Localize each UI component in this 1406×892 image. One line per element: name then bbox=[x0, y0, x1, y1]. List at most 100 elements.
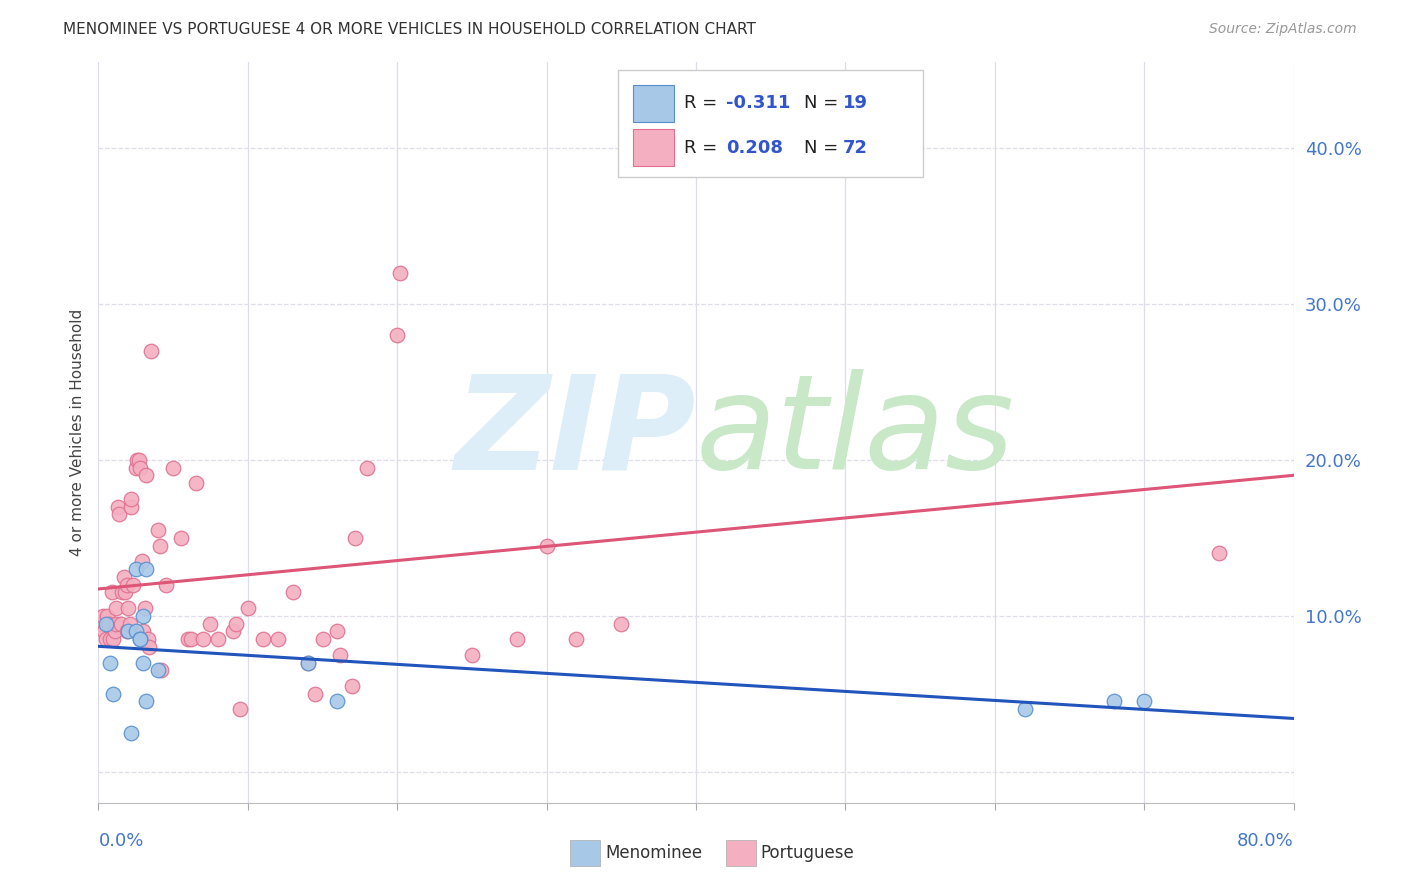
Text: 0.0%: 0.0% bbox=[98, 832, 143, 850]
Point bbox=[132, 624, 155, 639]
Point bbox=[115, 577, 138, 591]
Point bbox=[104, 624, 127, 639]
Point bbox=[148, 663, 170, 677]
Point bbox=[93, 624, 115, 639]
FancyBboxPatch shape bbox=[619, 70, 922, 178]
Point bbox=[177, 632, 200, 647]
Point bbox=[101, 585, 124, 599]
Text: 19: 19 bbox=[844, 95, 868, 112]
Text: 0.208: 0.208 bbox=[725, 138, 783, 157]
Text: -0.311: -0.311 bbox=[725, 95, 790, 112]
Point bbox=[132, 608, 155, 623]
Point bbox=[129, 632, 152, 647]
Point bbox=[148, 523, 170, 537]
Point bbox=[162, 460, 184, 475]
Point bbox=[389, 266, 412, 280]
Point bbox=[134, 601, 156, 615]
Point bbox=[191, 632, 214, 647]
Text: N =: N = bbox=[804, 95, 844, 112]
Point bbox=[120, 725, 142, 739]
Point bbox=[222, 624, 245, 639]
Point bbox=[110, 616, 132, 631]
Point bbox=[128, 453, 150, 467]
Point bbox=[105, 601, 128, 615]
Point bbox=[115, 624, 138, 639]
Text: 72: 72 bbox=[844, 138, 868, 157]
Point bbox=[108, 508, 131, 522]
Text: ZIP: ZIP bbox=[454, 369, 696, 496]
Point bbox=[129, 632, 152, 647]
Point bbox=[139, 343, 162, 358]
Point bbox=[114, 585, 136, 599]
Point bbox=[121, 577, 143, 591]
Point bbox=[129, 460, 152, 475]
Point bbox=[326, 624, 349, 639]
Point bbox=[207, 632, 229, 647]
Point bbox=[125, 562, 148, 576]
Point bbox=[149, 539, 172, 553]
Point bbox=[94, 632, 117, 647]
Point bbox=[1014, 702, 1036, 716]
Point bbox=[120, 500, 142, 514]
Point bbox=[344, 531, 367, 545]
Point bbox=[98, 632, 122, 647]
Point bbox=[1133, 694, 1156, 708]
Point bbox=[329, 648, 352, 662]
Point bbox=[120, 491, 142, 506]
FancyBboxPatch shape bbox=[571, 840, 600, 866]
Point bbox=[297, 656, 319, 670]
Point bbox=[252, 632, 274, 647]
Point bbox=[225, 616, 247, 631]
Point bbox=[304, 687, 326, 701]
Point bbox=[356, 460, 378, 475]
Point bbox=[281, 585, 304, 599]
Text: Source: ZipAtlas.com: Source: ZipAtlas.com bbox=[1209, 22, 1357, 37]
Text: Menominee: Menominee bbox=[605, 844, 702, 863]
Point bbox=[326, 694, 349, 708]
Y-axis label: 4 or more Vehicles in Household: 4 or more Vehicles in Household bbox=[69, 309, 84, 557]
FancyBboxPatch shape bbox=[725, 840, 756, 866]
Text: R =: R = bbox=[685, 138, 723, 157]
Point bbox=[311, 632, 333, 647]
Point bbox=[135, 694, 157, 708]
Point bbox=[138, 640, 160, 654]
Point bbox=[125, 460, 148, 475]
Point bbox=[536, 539, 558, 553]
Text: atlas: atlas bbox=[696, 369, 1015, 496]
Point bbox=[385, 328, 409, 343]
Point bbox=[118, 616, 141, 631]
Point bbox=[103, 632, 125, 647]
Point bbox=[136, 632, 159, 647]
Point bbox=[297, 656, 319, 670]
Point bbox=[97, 616, 120, 631]
Point bbox=[461, 648, 484, 662]
Point bbox=[131, 554, 153, 568]
Point bbox=[135, 468, 157, 483]
Point bbox=[132, 656, 155, 670]
Point bbox=[98, 656, 122, 670]
Point bbox=[267, 632, 290, 647]
Point bbox=[117, 601, 139, 615]
Point bbox=[180, 632, 202, 647]
Point bbox=[236, 601, 259, 615]
Point bbox=[655, 118, 678, 132]
Point bbox=[105, 616, 128, 631]
Point bbox=[342, 679, 364, 693]
Point bbox=[103, 687, 125, 701]
Point bbox=[565, 632, 588, 647]
Point bbox=[91, 608, 114, 623]
Point bbox=[94, 616, 117, 631]
Point bbox=[135, 562, 157, 576]
Point bbox=[1208, 546, 1230, 560]
Point bbox=[107, 500, 129, 514]
Point bbox=[125, 624, 148, 639]
Point bbox=[184, 476, 207, 491]
FancyBboxPatch shape bbox=[633, 85, 675, 121]
Text: MENOMINEE VS PORTUGUESE 4 OR MORE VEHICLES IN HOUSEHOLD CORRELATION CHART: MENOMINEE VS PORTUGUESE 4 OR MORE VEHICL… bbox=[63, 22, 756, 37]
Point bbox=[112, 570, 135, 584]
Point bbox=[1104, 694, 1126, 708]
Point bbox=[506, 632, 529, 647]
Point bbox=[150, 663, 173, 677]
Point bbox=[127, 453, 149, 467]
Point bbox=[169, 531, 191, 545]
